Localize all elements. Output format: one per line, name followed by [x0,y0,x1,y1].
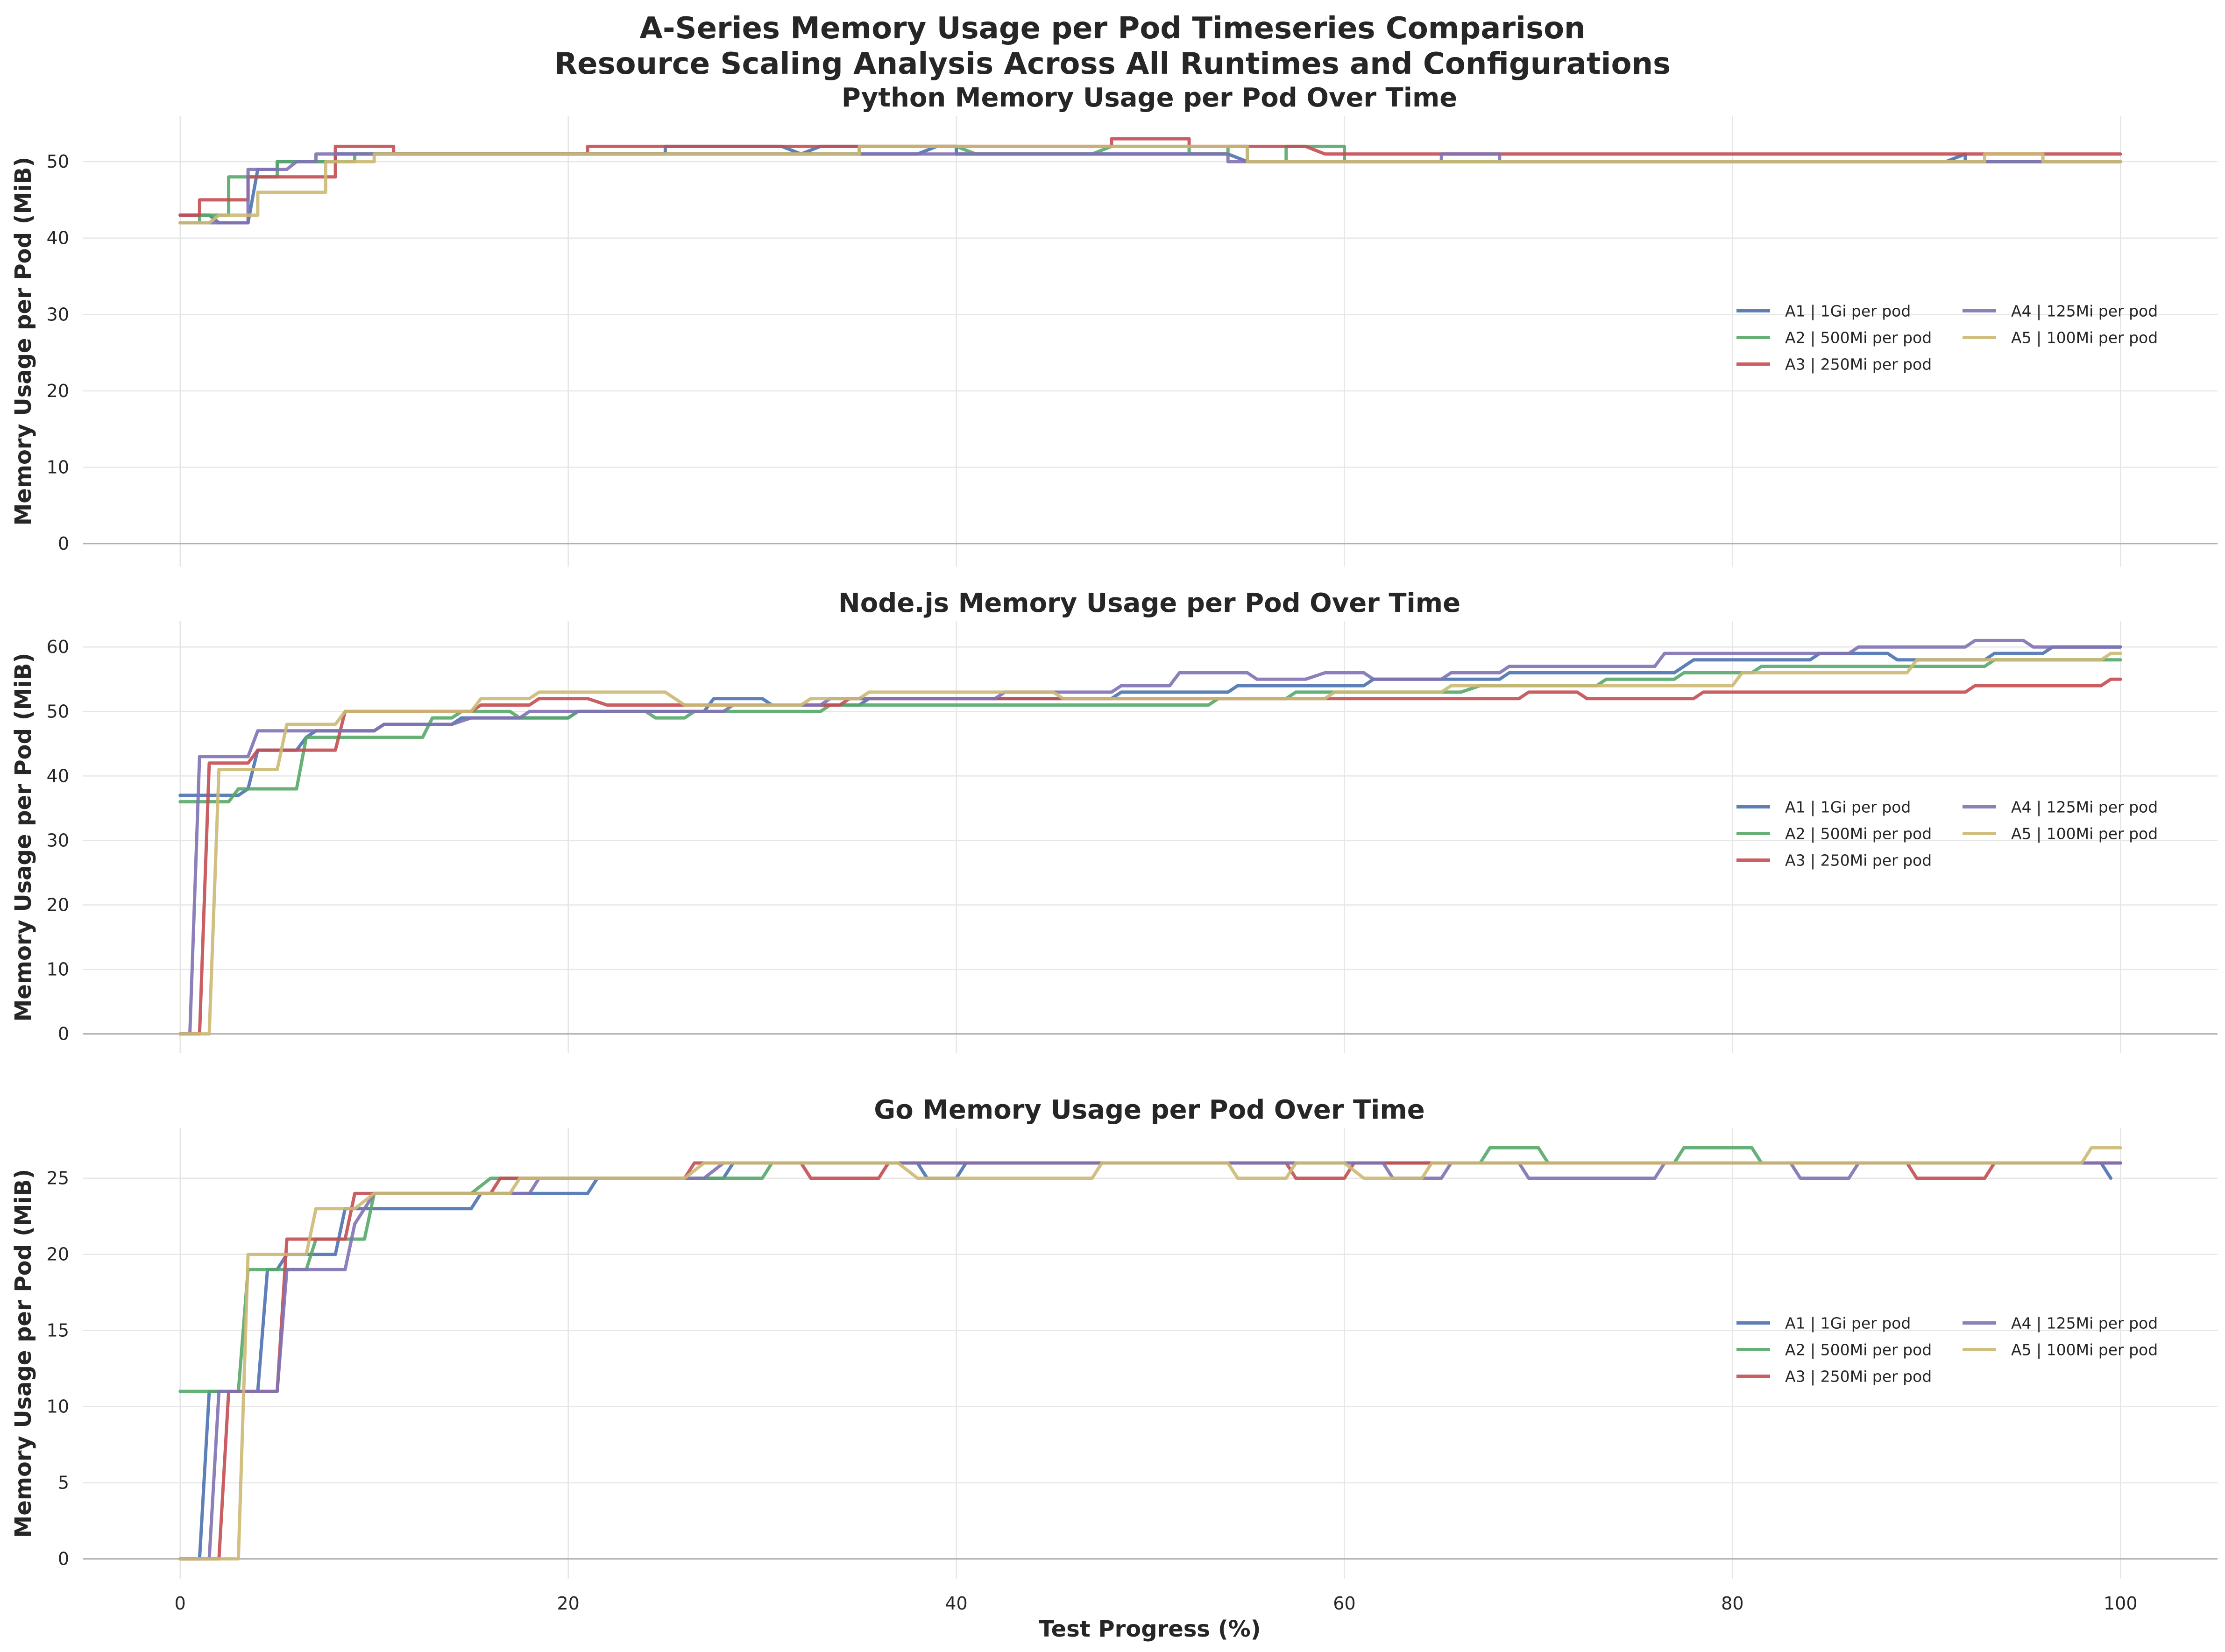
y-tick-label: 40 [47,766,69,786]
series-line-a4 [178,152,2122,225]
y-tick-label: 20 [47,894,69,915]
subplot-1: 0 10 20 30 40 50 Python Memory Usage per Pod O… [10,83,2218,567]
y-tick-label: 60 [47,637,69,657]
legend-entry: A3 | 250Mi per pod [1785,1368,1932,1386]
series-line-a4 [178,638,2122,1036]
legend-entry: A2 | 500Mi per pod [1785,329,1932,347]
legend-entry: A4 | 125Mi per pod [2011,1314,2158,1333]
subplot-2: 0 10 20 30 40 50 60 Node.js Memory Usage per Po… [10,588,2218,1053]
y-tick-label: 0 [58,1024,69,1044]
subplot-3: 0 5 10 15 20 25 0 20 40 60 80 100 Go Memory Usage pe… [10,1095,2218,1614]
y-tick-label: 0 [58,533,69,554]
legend-entry: A2 | 500Mi per pod [1785,1341,1932,1359]
series-line-a3 [178,1161,2122,1561]
y-tick-label: 50 [47,701,69,722]
y-axis-label: Memory Usage per Pod (MiB) [10,653,36,1022]
y-tick-label: 50 [47,151,69,172]
legend-entry: A2 | 500Mi per pod [1785,825,1932,843]
y-tick-label: 10 [47,457,69,477]
series-line-a2 [178,658,2122,804]
series-line-a5 [178,144,2122,225]
legend-entry: A5 | 100Mi per pod [2011,329,2158,347]
subplot-title: Node.js Memory Usage per Pod Over Time [838,588,1460,618]
legend-entry: A4 | 125Mi per pod [2011,798,2158,816]
series-line-a3 [178,137,2122,217]
series-line-a1 [178,144,2122,225]
legend: A1 | 1Gi per pod A2 | 500Mi per pod A3 | 2… [1736,302,2158,374]
y-axis-label: Memory Usage per Pod (MiB) [10,1169,36,1538]
y-tick-label: 0 [58,1549,69,1569]
legend-entry: A3 | 250Mi per pod [1785,355,1932,374]
x-tick-label: 100 [2104,1593,2138,1614]
y-tick-label: 25 [47,1168,69,1189]
series-line-a1 [178,645,2122,797]
legend-entry: A3 | 250Mi per pod [1785,851,1932,870]
series-line-a2 [178,144,2122,225]
series-line-a2 [178,1146,2122,1393]
series-line-a4 [178,1161,2122,1561]
x-tick-label: 80 [1721,1593,1743,1614]
y-tick-label: 20 [47,381,69,401]
subplot-title: Go Memory Usage per Pod Over Time [874,1095,1424,1125]
y-tick-label: 5 [58,1473,69,1493]
legend-entry: A1 | 1Gi per pod [1785,1314,1911,1333]
x-tick-label: 40 [945,1593,967,1614]
subplot-title: Python Memory Usage per Pod Over Time [842,83,1458,113]
legend-entry: A1 | 1Gi per pod [1785,302,1911,320]
legend-entry: A1 | 1Gi per pod [1785,798,1911,816]
y-tick-label: 40 [47,228,69,248]
legend-entry: A4 | 125Mi per pod [2011,302,2158,320]
figure-title-line2: Resource Scaling Analysis Across All Run… [554,47,1671,81]
figure-title-line1: A-Series Memory Usage per Pod Timeseries… [639,11,1585,46]
legend: A1 | 1Gi per pod A2 | 500Mi per pod A3 | 2… [1736,798,2158,870]
y-tick-label: 10 [47,959,69,980]
series-line-a5 [178,652,2122,1036]
legend-entry: A5 | 100Mi per pod [2011,825,2158,843]
y-tick-label: 20 [47,1244,69,1265]
x-tick-label: 60 [1333,1593,1355,1614]
y-tick-label: 30 [47,830,69,851]
y-tick-label: 10 [47,1397,69,1417]
y-axis-label: Memory Usage per Pod (MiB) [10,157,36,526]
legend: A1 | 1Gi per pod A2 | 500Mi per pod A3 | 2… [1736,1314,2158,1386]
series-line-a5 [178,1146,2122,1561]
legend-entry: A5 | 100Mi per pod [2011,1341,2158,1359]
y-tick-label: 30 [47,304,69,325]
y-tick-label: 15 [47,1320,69,1341]
series-line-a1 [178,1161,2112,1561]
x-tick-label: 20 [557,1593,579,1614]
x-axis-label: Test Progress (%) [1039,1616,1261,1642]
x-tick-label: 0 [175,1593,186,1614]
